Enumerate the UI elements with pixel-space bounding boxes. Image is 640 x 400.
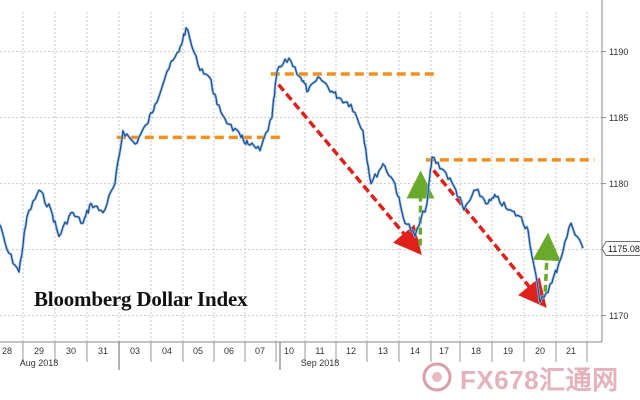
x-tick-label: 21 xyxy=(566,346,576,356)
y-tick-label: 1170 xyxy=(609,311,628,321)
x-tick-label: 05 xyxy=(193,346,203,356)
down-arrow xyxy=(432,169,547,308)
month-label: Sep 2018 xyxy=(301,358,340,368)
x-tick-label: 18 xyxy=(471,346,481,356)
x-axis: 28 29 30 31 03 04 05 06 07 10 11 12 13 14 17 18 19 20 21 Au… xyxy=(0,341,602,370)
chart-title: Bloomberg Dollar Index xyxy=(34,287,248,311)
x-tick-label: 19 xyxy=(503,346,513,356)
month-label: Aug 2018 xyxy=(20,358,59,368)
x-tick-label: 04 xyxy=(162,346,172,356)
x-tick-label: 29 xyxy=(34,346,44,356)
x-tick-label: 20 xyxy=(535,346,545,356)
x-tick-label: 11 xyxy=(315,346,324,356)
x-tick-label: 03 xyxy=(130,346,140,356)
down-arrow xyxy=(277,83,422,255)
x-tick-label: 28 xyxy=(2,346,12,356)
series-line xyxy=(0,27,584,303)
x-tick-label: 06 xyxy=(224,346,234,356)
x-tick-label: 07 xyxy=(255,346,265,356)
last-value-label: 1175.08 xyxy=(608,244,640,254)
y-tick-label: 1190 xyxy=(609,47,628,57)
y-axis: 117011751180118511901175.08 xyxy=(601,0,640,342)
price-series xyxy=(0,26,585,304)
y-tick-label: 1180 xyxy=(609,179,628,189)
x-tick-label: 14 xyxy=(410,346,420,356)
last-value-flag xyxy=(601,241,640,256)
watermark: FX678汇通网 xyxy=(412,354,640,400)
watermark-text: FX678汇通网 xyxy=(460,365,619,395)
x-tick-label: 30 xyxy=(66,346,76,356)
x-tick-label: 31 xyxy=(98,346,108,356)
fx678-logo-icon xyxy=(422,362,452,392)
annotations xyxy=(116,72,595,308)
x-tick-label: 13 xyxy=(378,346,388,356)
x-tick-label: 12 xyxy=(346,346,356,356)
x-tick-label: 17 xyxy=(439,346,449,356)
x-tick-label: 10 xyxy=(284,346,294,356)
gridlines xyxy=(0,12,602,342)
y-tick-label: 1185 xyxy=(609,113,628,123)
up-arrow xyxy=(532,232,561,292)
